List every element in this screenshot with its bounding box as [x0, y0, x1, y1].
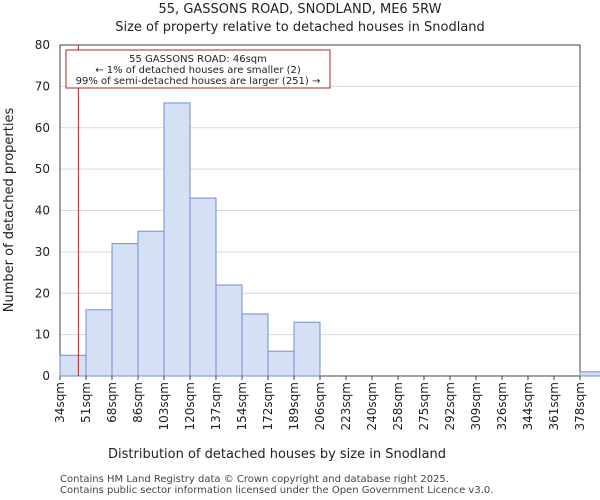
y-tick-label: 70 [35, 79, 50, 93]
y-tick-label: 30 [35, 245, 50, 259]
x-tick-label: 206sqm [313, 382, 327, 430]
x-tick-label: 275sqm [417, 382, 431, 430]
footer-line-1: Contains HM Land Registry data © Crown c… [60, 474, 449, 485]
y-tick-label: 80 [35, 38, 50, 52]
bar-137sqm [215, 284, 243, 377]
y-axis-label: Number of detached properties [2, 108, 17, 313]
bar-34sqm [59, 354, 87, 377]
x-tick-label: 120sqm [183, 382, 197, 430]
chart-subtitle: Size of property relative to detached ho… [115, 20, 485, 35]
x-tick-label: 172sqm [261, 382, 275, 430]
bar-172sqm [267, 350, 295, 377]
x-tick-label: 137sqm [209, 382, 223, 430]
x-tick-label: 309sqm [469, 382, 483, 430]
y-tick-label: 10 [35, 328, 50, 342]
annotation-line-2: ← 1% of detached houses are smaller (2) [95, 65, 301, 76]
y-tick-label: 60 [35, 121, 50, 135]
bar-378sqm [579, 371, 600, 377]
y-tick-label: 20 [35, 286, 50, 300]
y-tick-label: 0 [42, 369, 50, 383]
y-tick-label: 40 [35, 204, 50, 218]
x-tick-label: 361sqm [547, 382, 561, 430]
x-tick-label: 68sqm [105, 382, 119, 423]
footer-line-2: Contains public sector information licen… [60, 485, 494, 496]
x-tick-label: 326sqm [495, 382, 509, 430]
chart-title: 55, GASSONS ROAD, SNODLAND, ME6 5RW [159, 2, 442, 17]
x-tick-label: 189sqm [287, 382, 301, 430]
x-tick-label: 34sqm [53, 382, 67, 423]
y-axis-ticks: 0 10 20 30 40 50 60 70 80 [35, 38, 50, 383]
bar-86sqm [137, 230, 165, 377]
bars-group [59, 102, 600, 377]
bar-68sqm [111, 243, 139, 377]
x-tick-label: 86sqm [131, 382, 145, 423]
x-tick-label: 240sqm [365, 382, 379, 430]
annotation-box: 55 GASSONS ROAD: 46sqm ← 1% of detached … [65, 49, 331, 89]
x-tick-label: 344sqm [521, 382, 535, 430]
bar-120sqm [189, 197, 217, 377]
bar-189sqm [293, 321, 321, 377]
annotation-line-1: 55 GASSONS ROAD: 46sqm [129, 54, 267, 65]
x-axis-label: Distribution of detached houses by size … [108, 447, 446, 462]
bar-154sqm [241, 313, 269, 377]
bar-103sqm [163, 102, 191, 377]
x-tick-label: 378sqm [573, 382, 587, 430]
x-tick-label: 154sqm [235, 382, 249, 430]
x-tick-label: 51sqm [79, 382, 93, 423]
x-axis-ticks: 34sqm 51sqm 68sqm 86sqm 103sqm 120sqm 137sqm 15… [53, 376, 587, 430]
y-tick-label: 50 [35, 162, 50, 176]
x-tick-label: 292sqm [443, 382, 457, 430]
bar-51sqm [85, 309, 113, 377]
annotation-line-3: 99% of semi-detached houses are larger (… [76, 76, 321, 87]
x-tick-label: 103sqm [157, 382, 171, 430]
x-tick-label: 258sqm [391, 382, 405, 430]
x-tick-label: 223sqm [339, 382, 353, 430]
